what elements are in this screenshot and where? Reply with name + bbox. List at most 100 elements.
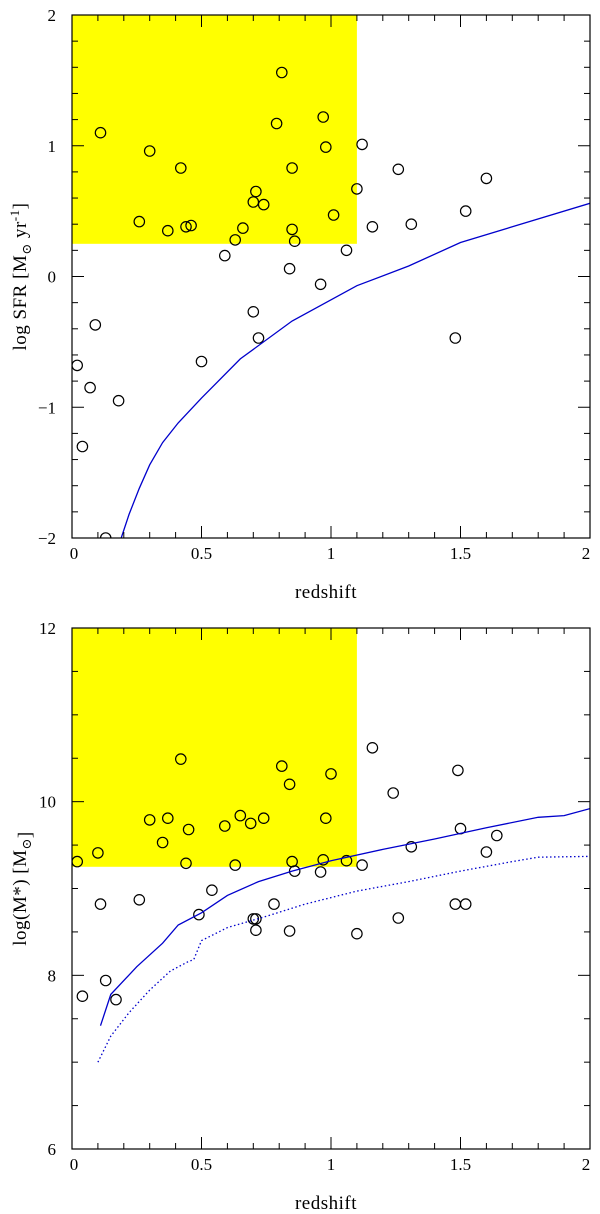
x-axis-label: redshift — [295, 582, 357, 603]
data-point — [392, 163, 405, 176]
x-tick-label: 0.5 — [191, 1155, 212, 1174]
data-point — [286, 223, 298, 236]
data-point — [162, 224, 174, 237]
data-point — [452, 764, 464, 777]
data-point — [405, 840, 418, 853]
data-point — [250, 185, 262, 198]
data-point — [480, 172, 493, 185]
data-point — [244, 817, 257, 830]
data-point — [275, 760, 288, 772]
y-tick-label: −2 — [38, 529, 56, 548]
data-point — [288, 235, 301, 247]
data-point — [195, 355, 208, 368]
x-tick-label: 0 — [70, 544, 79, 563]
data-point — [490, 829, 503, 842]
data-point — [314, 278, 327, 291]
x-tick-label: 0 — [70, 1155, 79, 1174]
data-point — [89, 319, 102, 331]
y-axis-label: log(M*) [M⊙] — [10, 831, 36, 946]
data-point — [252, 332, 265, 344]
y-axis-label: log SFR [M⊙ yr-1] — [7, 203, 34, 351]
data-point — [247, 196, 260, 208]
data-point — [193, 908, 205, 921]
y-tick-label: −1 — [38, 398, 56, 417]
y-tick-label: 10 — [39, 793, 56, 812]
data-point — [156, 836, 169, 849]
data-point — [366, 741, 379, 754]
data-point — [340, 854, 353, 867]
data-point — [405, 218, 418, 230]
data-point — [327, 209, 340, 221]
data-point — [387, 787, 399, 799]
y-tick-label: 12 — [39, 619, 56, 638]
data-point — [175, 753, 187, 765]
data-point — [92, 847, 104, 859]
data-point — [317, 111, 329, 123]
x-tick-label: 0.5 — [191, 544, 212, 563]
y-tick-label: 1 — [48, 137, 57, 156]
data-point — [268, 898, 280, 910]
data-point — [319, 141, 332, 153]
data-point — [283, 925, 296, 937]
data-point — [206, 884, 218, 896]
x-tick-label: 1 — [327, 1155, 336, 1174]
model-curve-dotted — [97, 855, 590, 1063]
data-point — [234, 809, 247, 822]
data-point — [229, 859, 241, 871]
data-point — [325, 768, 337, 780]
y-tick-label: 0 — [48, 268, 57, 287]
data-point — [76, 990, 89, 1002]
data-point — [99, 974, 112, 987]
data-point — [283, 262, 296, 275]
data-point — [319, 812, 332, 824]
data-point — [247, 913, 260, 925]
data-point — [162, 812, 174, 824]
model-curve-solid — [99, 807, 590, 1026]
x-tick-label: 2 — [582, 1155, 591, 1174]
data-point — [180, 857, 192, 870]
data-point — [84, 381, 96, 394]
data-point — [480, 846, 493, 858]
model-curve-solid — [120, 202, 590, 538]
data-point — [237, 222, 249, 234]
data-point — [182, 823, 195, 836]
data-point — [356, 138, 368, 151]
data-point — [257, 812, 270, 824]
data-point — [459, 205, 472, 217]
data-point — [72, 855, 83, 868]
data-point — [219, 249, 231, 262]
data-point — [356, 859, 368, 871]
data-point — [351, 183, 363, 195]
data-point — [247, 305, 260, 318]
y-tick-label: 2 — [48, 6, 57, 25]
data-point — [317, 853, 329, 866]
data-point — [175, 162, 187, 174]
highlight-region — [72, 15, 357, 244]
data-point — [340, 244, 353, 257]
y-tick-label: 6 — [48, 1140, 57, 1159]
x-tick-label: 1.5 — [450, 1155, 471, 1174]
panel-sfr-vs-redshift: 0 0.5 1 1.5 2 −2 −1 0 1 2 redshift log SFR [M⊙ yr-1… — [7, 6, 591, 603]
data-point — [449, 332, 462, 344]
data-point — [110, 993, 122, 1006]
data-point — [72, 359, 83, 372]
data-point — [392, 912, 405, 924]
x-tick-label: 1 — [327, 544, 336, 563]
data-point — [76, 440, 89, 453]
data-point — [94, 126, 107, 139]
data-point — [314, 866, 327, 878]
data-point — [275, 66, 288, 79]
data-point — [229, 234, 241, 246]
plot-area — [72, 741, 590, 1063]
highlight-region — [72, 628, 357, 867]
x-tick-label: 1.5 — [450, 544, 471, 563]
y-tick-label: 8 — [48, 966, 57, 985]
panel-stellar-mass-vs-redshift: 0 0.5 1 1.5 2 6 8 10 12 redshift log(M*) [M⊙] — [10, 619, 591, 1214]
data-point — [112, 394, 125, 407]
data-point — [219, 820, 231, 832]
data-point — [257, 198, 270, 211]
data-point — [459, 898, 472, 910]
data-point — [185, 219, 197, 232]
data-point — [270, 117, 283, 130]
